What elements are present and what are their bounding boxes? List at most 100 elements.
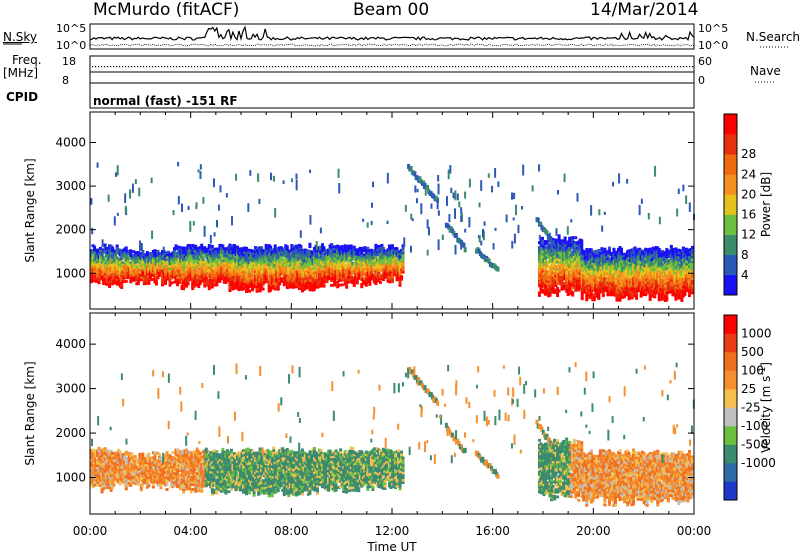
data-cell xyxy=(540,241,544,245)
data-cell xyxy=(346,249,350,253)
data-cell xyxy=(248,268,252,272)
data-cell xyxy=(556,255,560,259)
data-cell xyxy=(163,279,167,283)
data-cell xyxy=(319,284,323,288)
data-cell xyxy=(207,246,211,250)
data-cell xyxy=(572,276,576,280)
data-cell xyxy=(279,262,283,266)
data-cell xyxy=(542,257,546,261)
data-cell xyxy=(288,256,292,260)
data-cell xyxy=(577,257,581,261)
data-cell xyxy=(306,270,310,274)
data-cell xyxy=(542,283,546,287)
data-cell xyxy=(604,260,608,264)
data-cell xyxy=(575,253,579,257)
data-cell xyxy=(115,249,119,253)
data-cell xyxy=(306,254,310,257)
data-cell xyxy=(308,254,312,258)
data-cell xyxy=(620,247,624,251)
data-cell xyxy=(263,273,267,277)
data-cell xyxy=(623,259,627,263)
data-cell xyxy=(133,256,137,260)
data-cell xyxy=(669,252,673,255)
data-cell xyxy=(306,282,310,286)
data-cell xyxy=(269,267,273,271)
freq-point xyxy=(566,66,568,68)
data-cell xyxy=(177,274,181,278)
data-cell xyxy=(369,265,373,269)
data-cell xyxy=(308,273,312,277)
data-cell xyxy=(656,289,660,293)
data-cell xyxy=(671,267,675,270)
data-cell xyxy=(346,251,350,255)
data-cell xyxy=(389,247,393,251)
data-cell xyxy=(556,251,560,254)
data-cell xyxy=(351,249,355,253)
data-cell xyxy=(361,268,365,272)
freq-point xyxy=(245,66,247,68)
data-cell xyxy=(311,274,315,278)
data-cell xyxy=(194,278,198,282)
data-cell xyxy=(302,254,306,258)
data-cell xyxy=(627,251,631,255)
data-cell xyxy=(606,259,610,263)
data-cell xyxy=(630,294,634,297)
data-cell xyxy=(563,241,567,245)
data-cell xyxy=(554,245,558,249)
data-cell xyxy=(360,254,364,258)
data-cell xyxy=(197,270,201,274)
data-cell xyxy=(375,246,379,249)
data-cell xyxy=(327,277,331,281)
data-cell xyxy=(364,259,368,263)
data-cell xyxy=(539,247,543,251)
data-cell xyxy=(595,256,599,260)
data-cell xyxy=(394,266,398,270)
data-cell xyxy=(368,275,372,279)
data-cell xyxy=(586,291,590,295)
data-cell xyxy=(231,249,235,253)
data-cell xyxy=(93,269,97,273)
freq-point xyxy=(512,66,514,68)
data-cell xyxy=(559,251,563,255)
data-cell xyxy=(179,280,183,284)
freq-point xyxy=(482,66,484,68)
data-cell xyxy=(162,269,166,273)
data-cell xyxy=(401,258,405,262)
freq-label-1: Freq. xyxy=(12,53,42,67)
data-cell xyxy=(139,261,143,265)
data-cell xyxy=(156,249,160,253)
data-cell xyxy=(615,255,619,259)
data-cell xyxy=(302,249,306,253)
data-cell xyxy=(616,259,620,263)
data-cell xyxy=(260,277,264,281)
data-cell xyxy=(120,286,124,289)
data-cell xyxy=(346,266,350,270)
data-cell xyxy=(342,270,346,274)
data-cell xyxy=(603,286,607,289)
data-cell xyxy=(251,259,255,263)
data-cell xyxy=(312,254,316,258)
data-cell xyxy=(120,262,124,265)
data-cell xyxy=(144,255,148,259)
data-cell xyxy=(290,244,294,247)
data-cell xyxy=(260,250,264,254)
data-cell xyxy=(177,250,181,254)
data-cell xyxy=(287,271,291,275)
data-cell xyxy=(592,252,596,256)
data-cell xyxy=(346,247,350,251)
data-cell xyxy=(663,265,667,269)
data-cell xyxy=(598,278,602,282)
data-cell xyxy=(651,246,655,250)
data-cell xyxy=(144,265,148,269)
data-cell xyxy=(595,273,599,277)
data-cell xyxy=(322,275,326,279)
data-cell xyxy=(537,284,541,288)
data-cell xyxy=(278,248,282,252)
data-cell xyxy=(210,261,214,265)
data-cell xyxy=(93,250,97,254)
freq-point xyxy=(128,66,130,68)
data-cell xyxy=(651,292,655,296)
data-cell xyxy=(594,276,598,280)
data-cell xyxy=(215,261,219,265)
data-cell xyxy=(557,239,561,243)
